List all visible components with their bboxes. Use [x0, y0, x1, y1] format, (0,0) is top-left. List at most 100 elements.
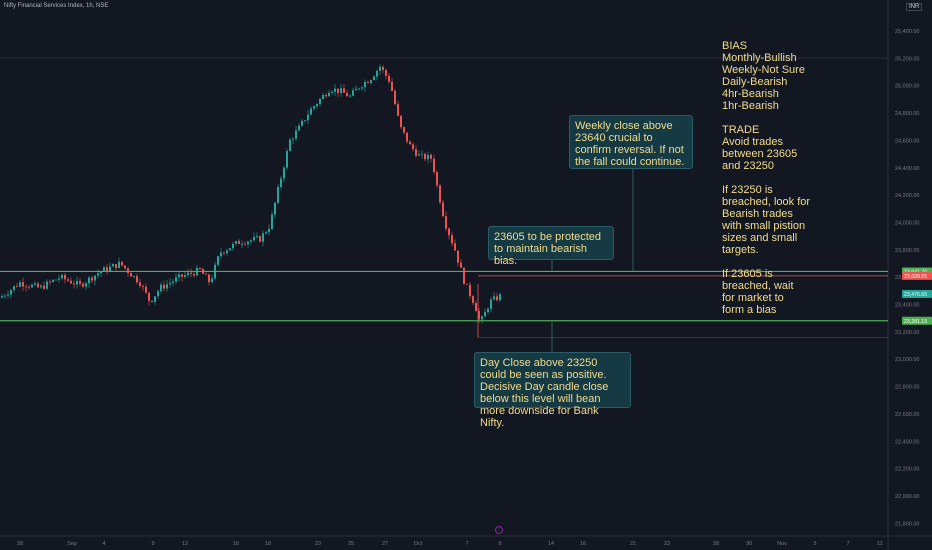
- candle-body: [175, 277, 177, 282]
- candle-body: [4, 295, 6, 297]
- candle-body: [409, 141, 411, 145]
- candle-body: [184, 275, 186, 277]
- candle-body: [442, 202, 444, 217]
- x-tick-label: 30: [746, 541, 752, 547]
- level-price-tag: [902, 290, 932, 299]
- x-tick-label: 18: [265, 541, 271, 547]
- candle-body: [469, 284, 471, 297]
- candle-body: [388, 75, 390, 82]
- candle-body: [412, 144, 414, 150]
- candle-body: [154, 296, 156, 302]
- candle-body: [457, 250, 459, 263]
- candle-body: [76, 280, 78, 285]
- x-tick-label: 28: [713, 541, 719, 547]
- candle-body: [340, 88, 342, 93]
- candle-body: [19, 282, 21, 287]
- candle-body: [307, 114, 309, 121]
- candle-body: [436, 172, 438, 186]
- candle-body: [109, 266, 111, 272]
- candle-body: [352, 90, 354, 96]
- candle-body: [283, 167, 285, 179]
- y-tick-label: 22,400.00: [895, 439, 919, 445]
- candle-body: [403, 127, 405, 133]
- candle-body: [193, 273, 195, 276]
- x-tick-label: 9: [151, 541, 154, 547]
- candle-body: [313, 106, 315, 109]
- x-tick-label: 16: [580, 541, 586, 547]
- candle-body: [451, 235, 453, 244]
- candle-body: [55, 279, 57, 281]
- y-tick-label: 22,800.00: [895, 385, 919, 391]
- candle-body: [268, 228, 270, 233]
- x-tick-label: 21: [630, 541, 636, 547]
- candle-body: [241, 243, 243, 245]
- candle-body: [289, 139, 291, 152]
- candle-body: [121, 261, 123, 266]
- candle-body: [70, 280, 72, 284]
- candle-body: [427, 154, 429, 160]
- y-tick-label: 22,200.00: [895, 467, 919, 473]
- candle-body: [355, 88, 357, 91]
- candle-body: [346, 92, 348, 97]
- candle-body: [472, 296, 474, 304]
- candle-body: [343, 88, 345, 93]
- candle-body: [139, 282, 141, 286]
- candle-body: [127, 268, 129, 273]
- y-tick-label: 25,200.00: [895, 56, 919, 62]
- candle-body: [337, 88, 339, 93]
- candle-body: [40, 285, 42, 288]
- candle-body: [280, 178, 282, 188]
- x-tick-label: 9: [498, 541, 501, 547]
- candle-body: [484, 312, 486, 317]
- candle-body: [493, 296, 495, 300]
- candle-body: [247, 241, 249, 245]
- candle-body: [145, 286, 147, 293]
- y-tick-label: 23,400.00: [895, 303, 919, 309]
- y-tick-label: 24,800.00: [895, 111, 919, 117]
- candle-body: [130, 272, 132, 277]
- candle-body: [238, 241, 240, 245]
- candle-body: [274, 202, 276, 215]
- candle-body: [424, 153, 426, 160]
- currency-badge[interactable]: INR: [906, 3, 923, 11]
- x-tick-label: 12: [182, 541, 188, 547]
- candle-body: [496, 296, 498, 301]
- candle-body: [397, 104, 399, 116]
- candle-body: [112, 264, 114, 267]
- candle-body: [481, 316, 483, 320]
- candle-body: [100, 271, 102, 274]
- level-price-tag: [902, 271, 932, 280]
- candle-body: [418, 154, 420, 156]
- candle-body: [64, 274, 66, 280]
- candle-body: [319, 98, 321, 104]
- candle-body: [439, 185, 441, 203]
- candle-body: [181, 274, 183, 277]
- x-tick-label: 7: [846, 541, 849, 547]
- candle-body: [292, 138, 294, 140]
- y-tick-label: 24,600.00: [895, 138, 919, 144]
- candle-body: [211, 278, 213, 283]
- candle-body: [265, 232, 267, 234]
- weekly-close-callout: Weekly close above 23640 crucial to conf…: [569, 115, 693, 169]
- candle-body: [61, 274, 63, 279]
- candle-body: [430, 154, 432, 159]
- bias-trade-notes: BIAS Monthly-Bullish Weekly-Not Sure Dai…: [722, 40, 811, 316]
- candle-body: [133, 276, 135, 277]
- candle-body: [445, 216, 447, 229]
- candle-body: [199, 267, 201, 270]
- candle-body: [364, 82, 366, 88]
- x-tick-label: 14: [548, 541, 554, 547]
- x-tick-label: 25: [348, 541, 354, 547]
- candle-body: [157, 291, 159, 297]
- candle-body: [166, 284, 168, 289]
- candle-body: [103, 267, 105, 272]
- candle-body: [304, 120, 306, 122]
- candle-body: [463, 267, 465, 284]
- candle-body: [190, 272, 192, 274]
- candle-body: [487, 308, 489, 313]
- candle-body: [277, 187, 279, 203]
- candle-body: [331, 91, 333, 93]
- x-tick-label: 7: [465, 541, 468, 547]
- y-tick-label: 23,200.00: [895, 330, 919, 336]
